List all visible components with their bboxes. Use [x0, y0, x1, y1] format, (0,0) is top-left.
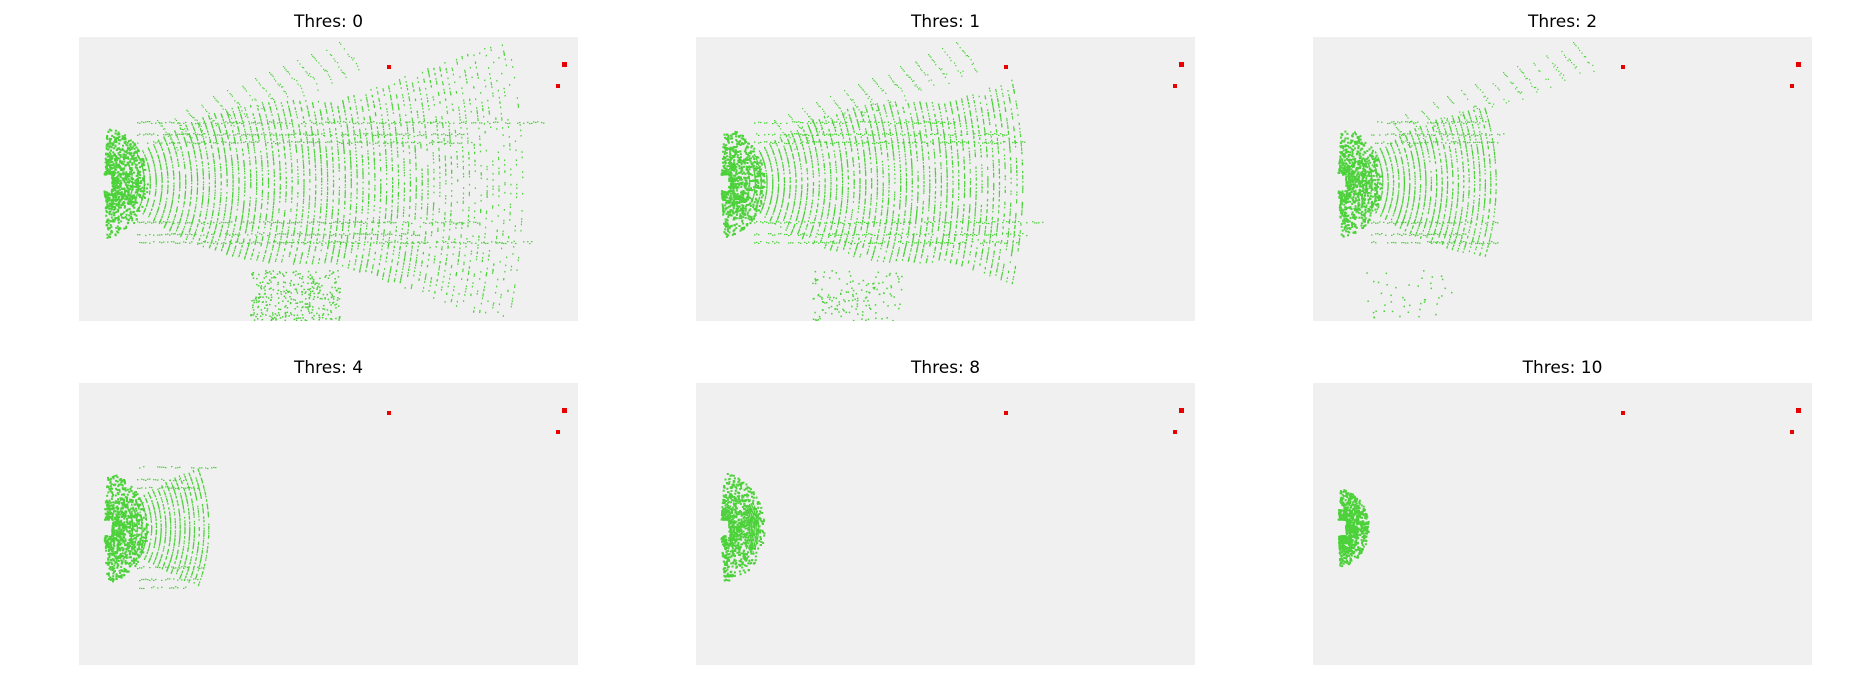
- plot-background: [696, 383, 1195, 665]
- target-markers: [1621, 408, 1801, 434]
- target-markers: [1004, 408, 1184, 434]
- panel-thres-0: Thres: 0: [79, 12, 578, 321]
- plot-background: [79, 383, 578, 665]
- point-cloud-plot: [696, 383, 1195, 665]
- point-cloud-plot: [79, 383, 578, 665]
- panel-title: Thres: 2: [1527, 12, 1598, 32]
- point-cloud-plot: [79, 37, 578, 321]
- panel-thres-1: Thres: 1: [696, 12, 1195, 321]
- panel-title: Thres: 10: [1522, 358, 1603, 378]
- lidar-points: [720, 473, 766, 582]
- point-cloud-plot: [696, 37, 1195, 321]
- plot-background: [1313, 37, 1812, 321]
- panel-title: Thres: 4: [293, 358, 364, 378]
- plot-background: [696, 37, 1195, 321]
- lidar-points: [1337, 489, 1370, 568]
- lidar-points: [103, 42, 545, 321]
- panel-thres-2: Thres: 2: [1313, 12, 1812, 321]
- lidar-points: [103, 466, 217, 590]
- panel-thres-8: Thres: 8: [696, 358, 1195, 665]
- point-cloud-plot: [1313, 37, 1812, 321]
- panel-title: Thres: 8: [910, 358, 981, 378]
- panel-title: Thres: 0: [293, 12, 364, 32]
- panel-thres-4: Thres: 4: [79, 358, 578, 665]
- target-markers: [1621, 62, 1801, 88]
- panel-thres-10: Thres: 10: [1313, 358, 1812, 665]
- target-markers: [387, 408, 567, 434]
- point-cloud-plot: [1313, 383, 1812, 665]
- target-markers: [387, 62, 567, 88]
- panel-title: Thres: 1: [910, 12, 981, 32]
- target-markers: [1004, 62, 1184, 88]
- lidar-points: [720, 42, 1044, 321]
- lidar-points: [1337, 42, 1595, 319]
- plot-background: [1313, 383, 1812, 665]
